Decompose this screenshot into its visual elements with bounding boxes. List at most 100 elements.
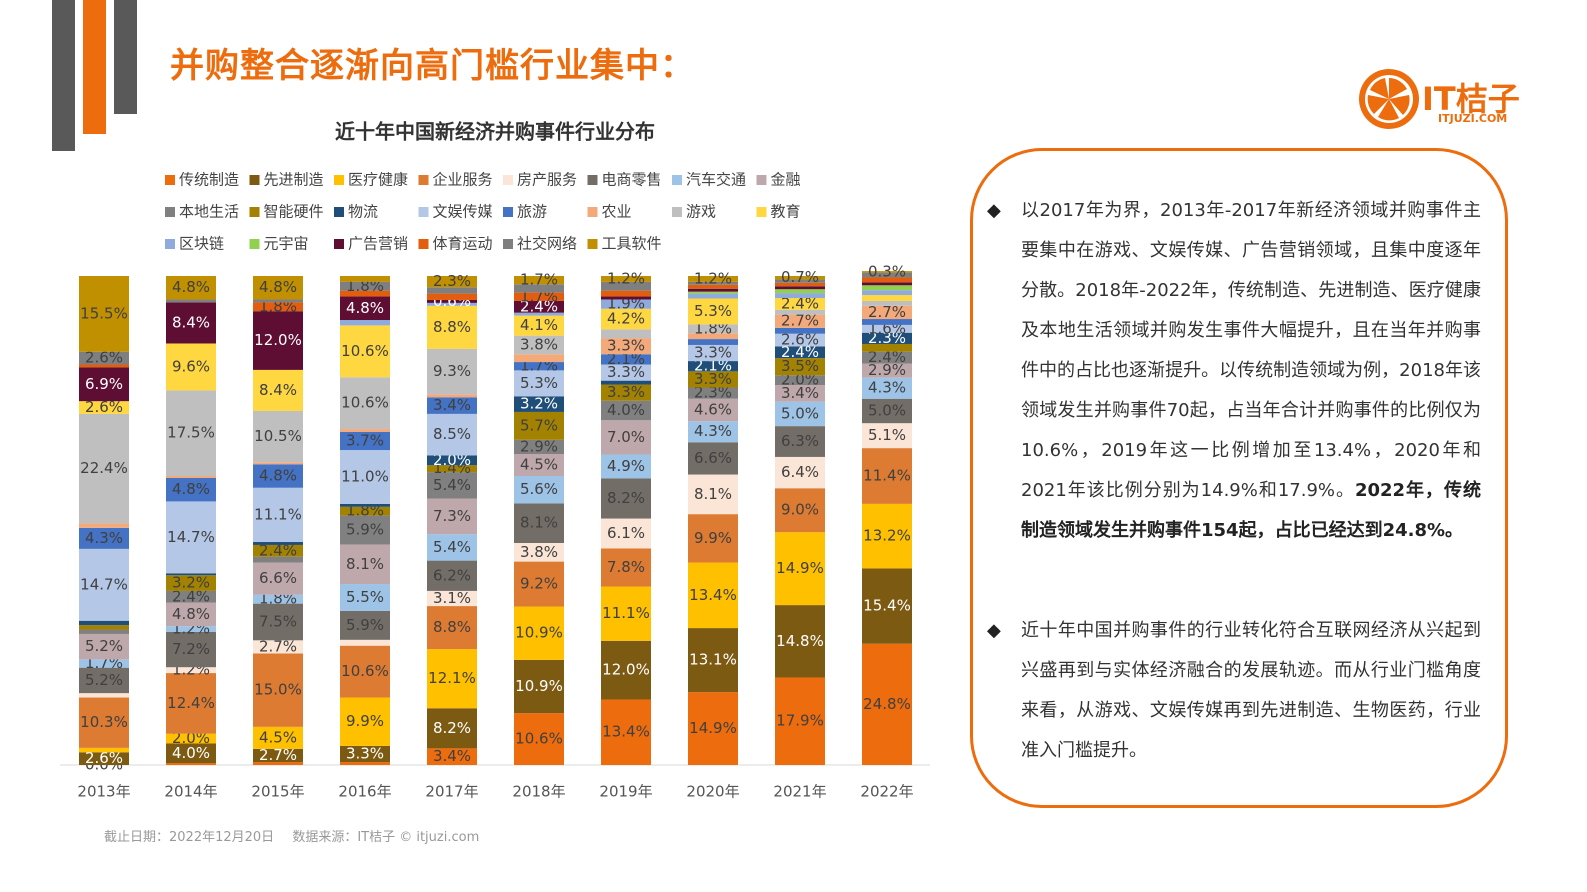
- data-label: 4.0%: [607, 401, 645, 419]
- bar-segment: [862, 285, 912, 291]
- bar-segment: [427, 590, 477, 607]
- bar-segment: [775, 289, 825, 294]
- legend-marker: [165, 207, 175, 217]
- legend-label: 元宇宙: [264, 235, 309, 253]
- bar-segment: [775, 605, 825, 678]
- data-label: 5.3%: [694, 302, 732, 320]
- data-label: 13.2%: [863, 527, 911, 545]
- bar-segment: [340, 450, 390, 504]
- decor-bar: [52, 0, 75, 151]
- bar-segment: [340, 697, 390, 746]
- bar-segment: [514, 300, 564, 313]
- bar-segment: [514, 292, 564, 301]
- data-label: 8.5%: [433, 425, 471, 443]
- data-label: 1.7%: [520, 271, 558, 289]
- bar-segment: [601, 299, 651, 309]
- bar-segment: [427, 606, 477, 650]
- x-tick-label: 2016年: [338, 783, 391, 801]
- note-text: 近十年中国并购事件的行业转化符合互联网经济从兴起到兴盛再到与实体经济融合的发展轨…: [1021, 620, 1481, 761]
- decor-bar: [83, 0, 106, 134]
- bar-segment: [514, 561, 564, 607]
- page-title: 并购整合逐渐向高门槛行业集中：: [170, 46, 695, 86]
- bar-segment: [514, 335, 564, 355]
- data-label: 2.3%: [868, 329, 906, 347]
- legend-label: 农业: [602, 203, 632, 221]
- bar-segment: [601, 338, 651, 355]
- legend-label: 电商零售: [602, 171, 662, 189]
- bar-segment: [775, 279, 825, 283]
- bar-segment: [862, 319, 912, 325]
- bar-segment: [79, 659, 129, 668]
- bar-segment: [775, 314, 825, 328]
- bar-segment: [514, 713, 564, 765]
- note: ◆ 近十年中国并购事件的行业转化符合互联网经济从兴起到兴盛再到与实体经济融合的发…: [987, 611, 1481, 771]
- x-tick-label: 2020年: [686, 783, 739, 801]
- bullet: ◆: [987, 620, 1001, 641]
- legend-label: 医疗健康: [348, 171, 408, 189]
- x-tick-label: 2013年: [77, 783, 130, 801]
- bar-segment: [166, 763, 216, 765]
- bar-segment: [775, 456, 825, 489]
- data-label: 14.7%: [80, 575, 128, 593]
- data-label: 5.7%: [520, 416, 558, 434]
- data-label: 2.6%: [85, 398, 123, 416]
- bar-segment: [862, 423, 912, 449]
- text-panel: ◆ 以2017年为界，2013年-2017年新经济领域并购事件主要集中在游戏、文…: [970, 148, 1508, 808]
- bar-segment: [166, 343, 216, 391]
- data-label: 2.4%: [259, 541, 297, 559]
- bar-segment: [427, 498, 477, 535]
- data-label: 0.7%: [781, 268, 819, 286]
- footnote: 截止日期：2022年12月20日 数据来源：IT桔子 © itjuzi.com: [104, 826, 493, 845]
- data-label: 6.1%: [607, 524, 645, 542]
- bar-segment: [340, 325, 390, 378]
- bar-segment: [601, 420, 651, 455]
- data-label: 2.7%: [259, 637, 297, 655]
- bar-segment: [427, 455, 477, 466]
- bar-segment: [79, 364, 129, 368]
- bar-segment: [688, 293, 738, 299]
- bar-segment: [862, 271, 912, 273]
- data-label: 15.4%: [863, 597, 911, 615]
- x-tick-label: 2022年: [860, 783, 913, 801]
- bar-segment: [253, 544, 303, 557]
- bar-segment: [862, 343, 912, 352]
- legend-marker: [503, 239, 513, 249]
- bar-segment: [862, 277, 912, 283]
- legend-marker: [756, 175, 767, 185]
- data-label: 12.4%: [167, 694, 215, 712]
- bar-segment: [601, 478, 651, 519]
- bar-segment: [775, 309, 825, 315]
- bar-segment: [601, 380, 651, 385]
- data-label: 6.2%: [433, 566, 471, 584]
- legend-label: 房产服务: [517, 171, 577, 189]
- bar-segment: [166, 626, 216, 632]
- data-label: 8.8%: [433, 618, 471, 636]
- legend-marker: [334, 239, 344, 249]
- data-label: 2.6%: [85, 749, 123, 767]
- legend-marker: [672, 175, 682, 185]
- bar-segment: [688, 474, 738, 515]
- bar-segment: [166, 390, 216, 477]
- data-label: 2.7%: [868, 303, 906, 321]
- bar-segment: [79, 276, 129, 352]
- bar-segment: [862, 272, 912, 278]
- bar-segment: [79, 351, 129, 365]
- legend-label: 游戏: [686, 203, 716, 221]
- data-label: 3.4%: [781, 384, 819, 402]
- bar-segment: [79, 401, 129, 414]
- bar-segment: [79, 620, 129, 626]
- bar-segment: [775, 375, 825, 386]
- note-text: 以2017年为界，2013年-2017年新经济领域并购事件主要集中在游戏、文娱传…: [1021, 200, 1481, 501]
- data-label: 4.8%: [259, 278, 297, 296]
- bar-segment: [253, 276, 303, 300]
- legend-label: 智能硬件: [264, 203, 324, 221]
- bar-segment: [427, 305, 477, 349]
- x-tick-label: 2021年: [773, 783, 826, 801]
- legend-label: 体育运动: [433, 235, 493, 253]
- data-label: 3.3%: [607, 337, 645, 355]
- legend-marker: [503, 207, 513, 217]
- note-bold: 2022年，传统制造领域发生并购事件154起，占比已经达到24.8%。: [1021, 480, 1481, 541]
- bar-segment: [862, 377, 912, 399]
- bar-segment: [427, 397, 477, 414]
- bar-segment: [79, 367, 129, 402]
